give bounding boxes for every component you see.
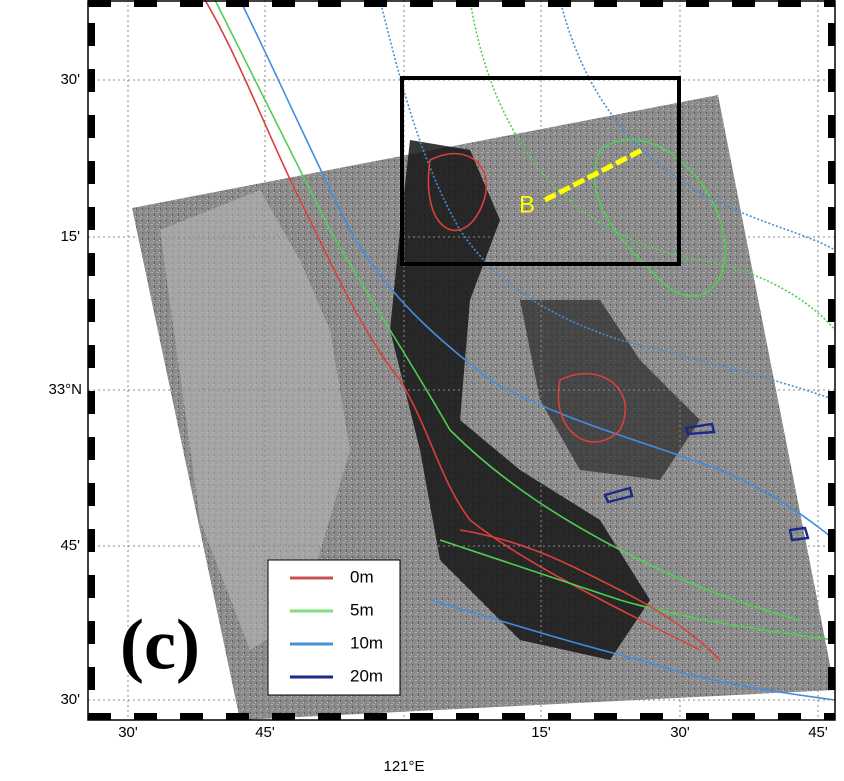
frame-segment [828,391,835,414]
frame-segment [88,23,95,46]
frame-segment [88,115,95,138]
frame-segment [410,0,433,7]
x-tick-label: 30' [118,724,138,741]
frame-segment [686,713,709,720]
frame-segment [828,69,835,92]
frame-segment [88,345,95,368]
legend-label: 20m [350,666,383,685]
legend-label: 0m [350,567,374,586]
frame-segment [88,207,95,230]
frame-segment [828,483,835,506]
x-tick-label: 15' [531,724,551,741]
frame-segment [88,667,95,690]
frame-segment [456,0,479,7]
frame-segment [732,0,755,7]
frame-segment [594,713,617,720]
frame-segment [456,713,479,720]
frame-segment [88,437,95,460]
frame-segment [548,713,571,720]
frame-segment [88,69,95,92]
frame-segment [828,115,835,138]
frame-segment [88,575,95,598]
x-tick-label: 121°E [383,758,424,775]
frame-segment [548,0,571,7]
y-tick-label: 30' [60,71,80,88]
frame-segment [828,299,835,322]
frame-segment [88,713,95,720]
frame-segment [686,0,709,7]
frame-segment [828,575,835,598]
legend-label: 10m [350,633,383,652]
frame-segment [318,713,341,720]
x-tick-label: 45' [255,724,275,741]
frame-segment [828,667,835,690]
frame-segment [272,713,295,720]
frame-segment [318,0,341,7]
legend-label: 5m [350,600,374,619]
frame-segment [732,713,755,720]
frame-segment [828,161,835,184]
frame-segment [594,0,617,7]
frame-segment [828,437,835,460]
x-tick-label: 45' [808,724,828,741]
frame-segment [272,0,295,7]
y-tick-label: 33°N [48,381,82,398]
frame-segment [828,529,835,552]
frame-segment [88,253,95,276]
frame-segment [502,0,525,7]
frame-segment [88,529,95,552]
y-tick-label: 30' [60,691,80,708]
frame-segment [828,23,835,46]
frame-segment [828,621,835,644]
frame-segment [364,0,387,7]
frame-segment [828,253,835,276]
y-tick-label: 15' [60,228,80,245]
frame-segment [88,391,95,414]
frame-segment [640,0,663,7]
map-figure: B 0m 5m 10m 20m (c) 30' 45' 121°E 15' 30' 45' 30'… [0,0,844,781]
frame-segment [640,713,663,720]
frame-segment [828,713,835,720]
transect-label: B [519,191,535,218]
frame-segment [180,0,203,7]
frame-segment [134,713,157,720]
frame-segment [778,713,801,720]
frame-segment [364,713,387,720]
x-tick-label: 30' [670,724,690,741]
frame-segment [410,713,433,720]
frame-segment [226,0,249,7]
frame-segment [828,207,835,230]
legend: 0m 5m 10m 20m [268,560,400,695]
panel-label: (c) [120,605,200,685]
frame-segment [134,0,157,7]
frame-segment [824,0,835,7]
frame-segment [88,0,111,7]
frame-segment [226,713,249,720]
frame-segment [828,345,835,368]
frame-segment [180,713,203,720]
frame-segment [88,483,95,506]
frame-segment [502,713,525,720]
frame-segment [778,0,801,7]
frame-segment [88,299,95,322]
y-tick-label: 45' [60,537,80,554]
frame-segment [88,621,95,644]
frame-segment [88,161,95,184]
